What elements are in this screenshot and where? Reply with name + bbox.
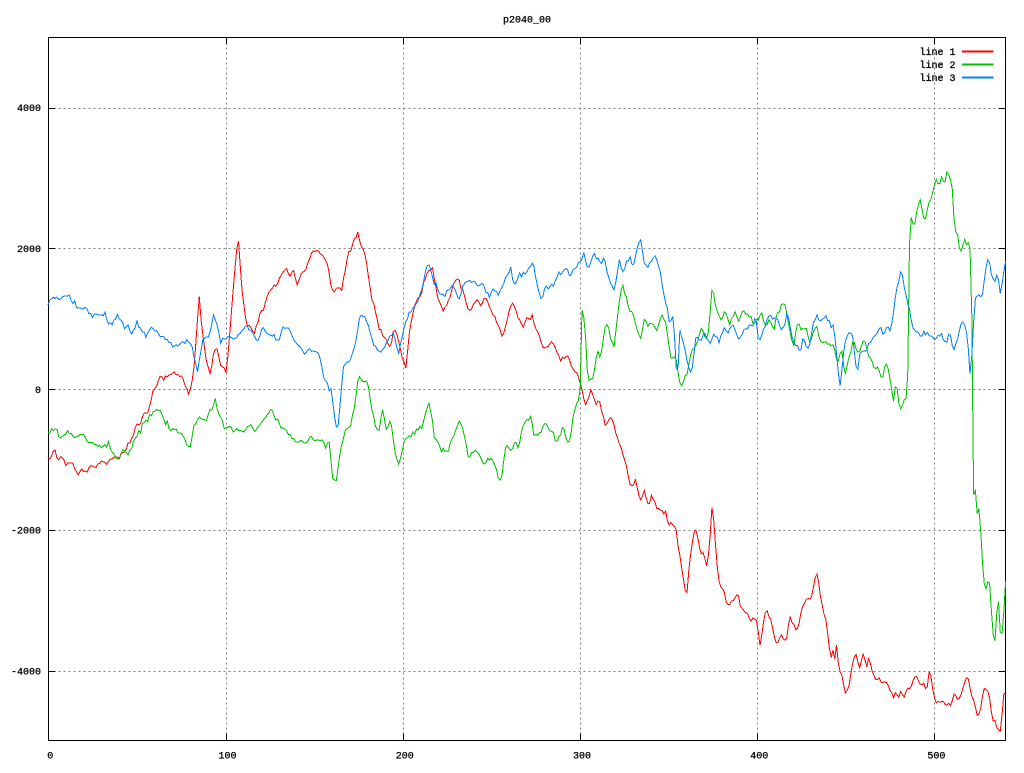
svg-text:-4000: -4000 — [11, 668, 41, 679]
svg-text:100: 100 — [218, 752, 236, 763]
svg-text:line 1: line 1 — [919, 47, 955, 59]
svg-text:0: 0 — [47, 752, 53, 763]
svg-text:400: 400 — [750, 752, 768, 763]
svg-text:-2000: -2000 — [11, 527, 41, 538]
svg-text:500: 500 — [927, 752, 945, 763]
svg-text:line 3: line 3 — [919, 73, 955, 85]
svg-text:200: 200 — [396, 752, 414, 763]
svg-text:line 2: line 2 — [919, 60, 955, 72]
svg-text:p2040_00: p2040_00 — [503, 16, 551, 27]
svg-text:0: 0 — [35, 386, 41, 397]
svg-text:2000: 2000 — [17, 245, 41, 256]
svg-text:4000: 4000 — [17, 104, 41, 115]
svg-text:300: 300 — [573, 752, 591, 763]
